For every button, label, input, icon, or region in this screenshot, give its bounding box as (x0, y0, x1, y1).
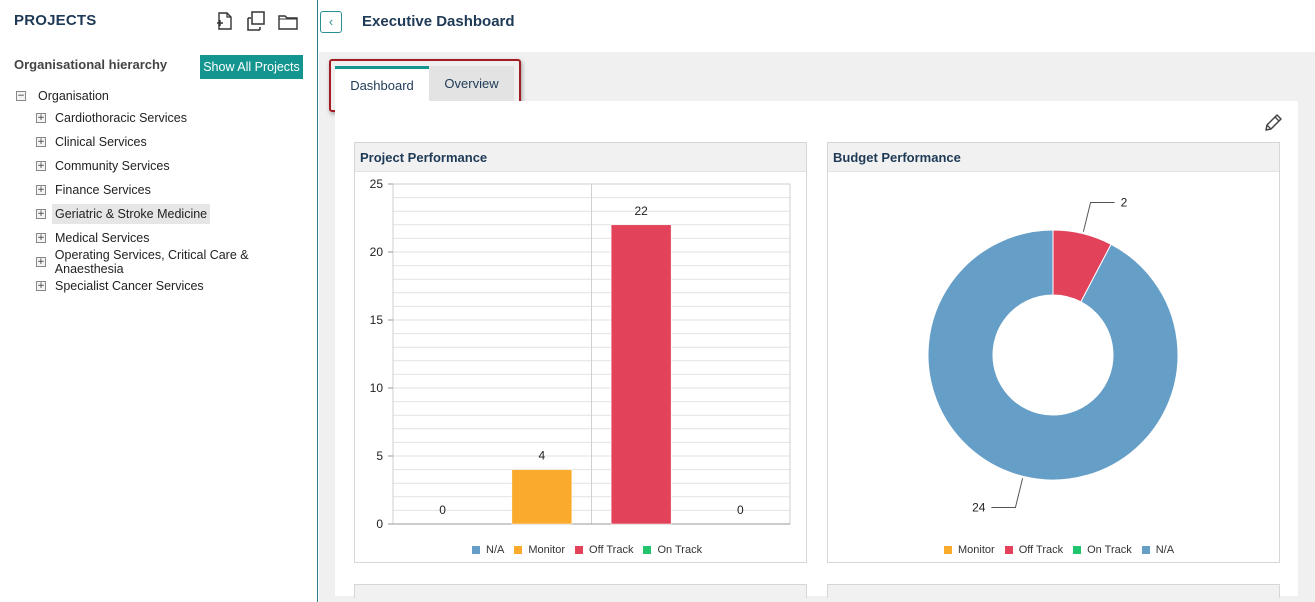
legend-item[interactable]: On Track (1073, 544, 1132, 556)
tree-item-label: Cardiothoracic Services (55, 111, 187, 125)
tree-item[interactable]: + Geriatric & Stroke Medicine (36, 202, 316, 226)
tree-item-label: Community Services (55, 159, 170, 173)
page-title: Executive Dashboard (362, 13, 515, 30)
tree-item[interactable]: + Clinical Services (36, 130, 316, 154)
legend-item[interactable]: Monitor (514, 544, 565, 556)
tree-item-label: Medical Services (55, 231, 150, 245)
legend-label: Monitor (528, 544, 566, 556)
tree-item-label: Clinical Services (55, 135, 147, 149)
legend-swatch (1141, 546, 1150, 554)
panel-stub (827, 584, 1280, 598)
legend-swatch (1004, 546, 1013, 554)
budget-performance-panel: Budget Performance (827, 142, 1280, 563)
tree-item-label: Operating Services, Critical Care & Anae… (54, 248, 249, 276)
donut-legend: Monitor Off Track On Track N/A (944, 544, 1184, 556)
y-tick-label: 20 (370, 245, 384, 259)
legend-item[interactable]: N/A (1141, 544, 1175, 556)
legend-label: N/A (486, 544, 505, 556)
y-tick-label: 0 (376, 517, 383, 531)
bar-value-label: 4 (539, 449, 546, 463)
tab-overview[interactable]: Overview (429, 66, 514, 101)
expand-toggle-icon[interactable]: + (36, 185, 46, 195)
tree-item-label: Specialist Cancer Services (55, 279, 204, 293)
donut-value-label: 24 (972, 500, 986, 514)
panel-title: Project Performance (355, 143, 806, 172)
tree-item[interactable]: + Medical Services (36, 226, 316, 250)
legend-label: N/A (1155, 544, 1175, 556)
legend-swatch (643, 546, 652, 554)
expand-toggle-icon[interactable]: + (36, 161, 46, 171)
expand-toggle-icon[interactable]: + (36, 233, 46, 243)
tree-item-label: Geriatric & Stroke Medicine (52, 204, 211, 224)
tree-item[interactable]: + Specialist Cancer Services (36, 274, 316, 298)
bar-value-label: 0 (737, 503, 744, 517)
project-performance-panel: Project Performance (354, 142, 807, 563)
bar-legend: N/A Monitor Off Track On Track (472, 544, 712, 556)
legend-item[interactable]: On Track (643, 544, 702, 556)
y-tick-label: 5 (376, 449, 383, 463)
bar-value-label: 22 (634, 204, 648, 218)
expand-toggle-icon[interactable]: + (36, 113, 46, 123)
hierarchy-heading: Organisational hierarchy (14, 57, 168, 72)
folder-icon[interactable] (277, 10, 299, 32)
legend-label: Monitor (958, 544, 995, 556)
legend-item[interactable]: Off Track (1004, 544, 1064, 556)
y-tick-label: 10 (370, 381, 384, 395)
legend-swatch (575, 546, 584, 554)
legend-swatch (472, 546, 480, 554)
tree-item[interactable]: + Finance Services (36, 178, 316, 202)
collapse-sidebar-button[interactable]: ‹ (320, 11, 342, 33)
tab-dashboard[interactable]: Dashboard (335, 66, 429, 101)
legend-item[interactable]: N/A (472, 544, 504, 556)
tree-root-organisation[interactable]: − Organisation (16, 86, 316, 106)
expand-toggle-icon[interactable]: + (36, 137, 46, 147)
tree-item[interactable]: + Operating Services, Critical Care & Ana… (36, 248, 316, 276)
legend-item[interactable]: Off Track (575, 544, 633, 556)
bar-monitor (511, 469, 573, 525)
bar-off-track (610, 224, 672, 525)
y-tick-label: 25 (370, 177, 384, 191)
expand-toggle-icon[interactable]: + (36, 281, 46, 291)
new-project-icon[interactable] (214, 10, 236, 32)
donut-value-label: 2 (1121, 196, 1128, 210)
legend-label: On Track (657, 544, 703, 556)
edit-pencil-icon[interactable] (1262, 112, 1284, 134)
legend-label: On Track (1087, 544, 1132, 556)
y-tick-label: 15 (370, 313, 384, 327)
panel-stub (354, 584, 807, 598)
legend-item[interactable]: Monitor (944, 544, 995, 556)
sidebar-title: PROJECTS (14, 12, 97, 29)
tree-children: + Cardiothoracic Services + Clinical Servic… (36, 106, 316, 298)
expand-toggle-icon[interactable]: + (36, 257, 46, 267)
show-all-projects-button[interactable]: Show All Projects (200, 55, 303, 79)
projects-sidebar: PROJECTS Organisational hierarchy Show A… (0, 0, 318, 602)
org-tree: − Organisation + Cardiothoracic Services +… (16, 86, 316, 298)
tree-item[interactable]: + Community Services (36, 154, 316, 178)
panel-title: Budget Performance (828, 143, 1279, 172)
donut-leader-line (1082, 202, 1115, 232)
donut-leader-line (991, 478, 1024, 508)
legend-label: Off Track (1018, 544, 1064, 556)
legend-swatch (944, 546, 952, 554)
expand-toggle-icon[interactable]: + (36, 209, 46, 219)
bar-value-label: 0 (439, 503, 446, 517)
tree-item[interactable]: + Cardiothoracic Services (36, 106, 316, 130)
donut-slice-n-a (927, 229, 1179, 481)
legend-swatch (514, 546, 523, 554)
tree-root-label: Organisation (38, 89, 109, 103)
tree-item-label: Finance Services (55, 183, 151, 197)
copy-icon[interactable] (245, 10, 267, 32)
legend-swatch (1073, 546, 1082, 554)
legend-label: Off Track (589, 544, 634, 556)
collapse-toggle-icon[interactable]: − (16, 91, 26, 101)
